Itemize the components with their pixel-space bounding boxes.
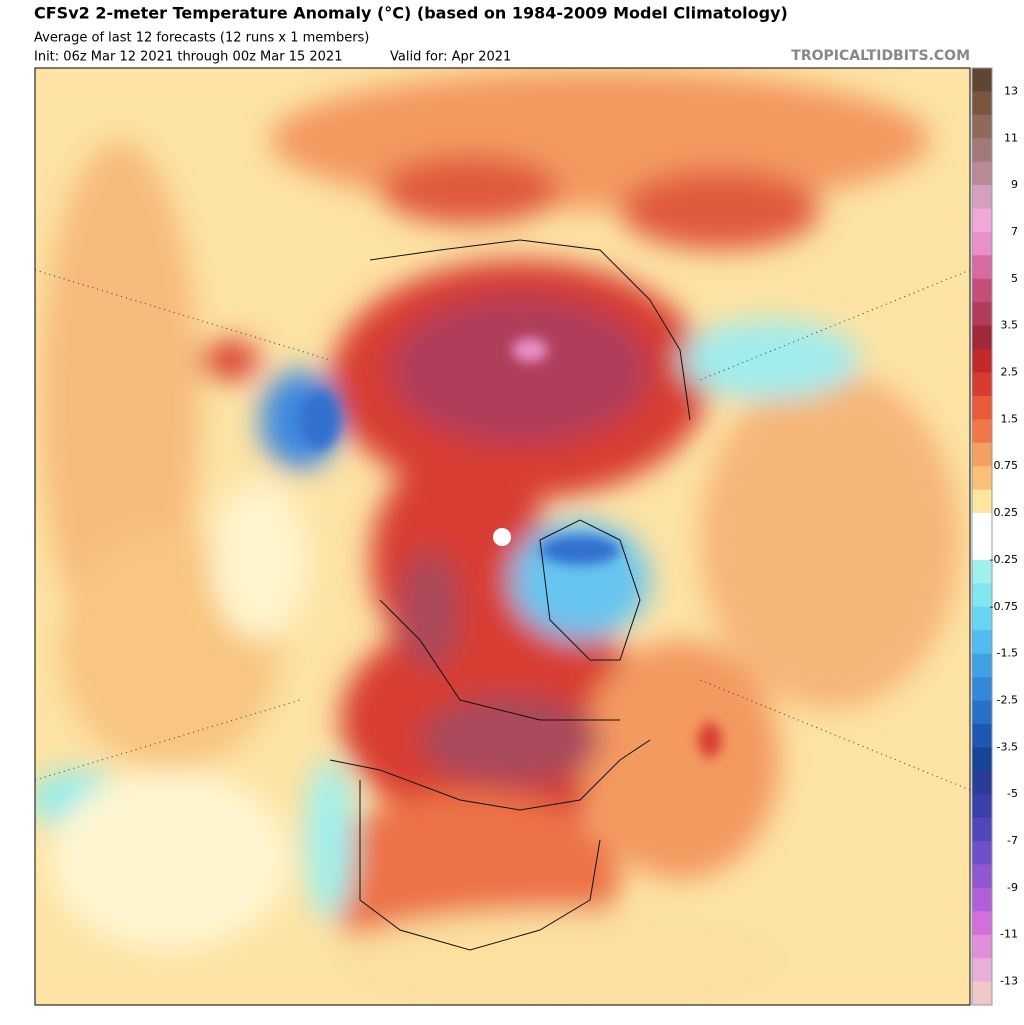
colorbar-swatch (972, 536, 992, 561)
colorbar-swatch (972, 442, 992, 467)
colorbar-label: -9 (1007, 881, 1018, 894)
colorbar-label: 3.5 (1001, 319, 1019, 332)
colorbar-swatch (972, 559, 992, 584)
colorbar-swatch (972, 606, 992, 631)
colorbar-swatch (972, 677, 992, 701)
anomaly-fields (35, 70, 960, 1005)
colorbar-swatch (972, 114, 992, 139)
colorbar-swatch (972, 372, 992, 397)
colorbar-swatch (972, 91, 992, 116)
colorbar-swatch (972, 395, 992, 420)
colorbar-label: 7 (1011, 225, 1018, 238)
coastlines (329, 239, 691, 951)
colorbar-swatch (972, 419, 992, 444)
colorbar-swatch (972, 794, 992, 819)
colorbar-label: 5 (1011, 272, 1018, 285)
colorbar-swatch (972, 278, 992, 303)
colorbar-swatch (972, 583, 992, 608)
colorbar-label: -3.5 (997, 740, 1018, 753)
colorbar-swatch (972, 489, 992, 514)
colorbar-label: -5 (1007, 787, 1018, 800)
colorbar: 13 11 9 7 5 3.5 2.5 1.5 0.75 0.25 -0.25 -0.75 -1.5 -2… (971, 67, 1019, 1006)
colorbar-label: 2.5 (1001, 366, 1019, 379)
colorbar-label: -0.75 (990, 600, 1018, 613)
colorbar-label: -13 (1000, 975, 1018, 988)
colorbar-swatch (972, 723, 992, 748)
colorbar-swatch (972, 770, 992, 795)
colorbar-swatch (972, 161, 992, 186)
colorbar-swatch (972, 302, 992, 327)
colorbar-label: 0.75 (994, 459, 1019, 472)
colorbar-swatch (972, 630, 992, 655)
valid-time: Valid for: Apr 2021 (390, 50, 511, 65)
colorbar-swatch (972, 958, 992, 983)
title: CFSv2 2-meter Temperature Anomaly (°C) (… (34, 4, 788, 23)
colorbar-label: 9 (1011, 178, 1018, 191)
anomaly-map (35, 68, 970, 1005)
colorbar-swatch (972, 231, 992, 256)
colorbar-swatch (972, 887, 992, 912)
colorbar-swatch (972, 68, 992, 92)
colorbar-swatch (972, 934, 992, 959)
colorbar-swatch (972, 513, 992, 537)
colorbar-swatch (972, 208, 992, 233)
colorbar-swatch (972, 981, 992, 1006)
credit: TROPICALTIDBITS.COM (791, 48, 970, 64)
anomaly-cores (300, 338, 722, 758)
colorbar-swatch (972, 864, 992, 889)
graticule (35, 269, 970, 791)
colorbar-label: -1.5 (997, 647, 1018, 660)
colorbar-swatch (972, 255, 992, 280)
colorbar-label: 11 (1004, 131, 1018, 144)
colorbar-label: 1.5 (1001, 412, 1019, 425)
colorbar-label: -7 (1007, 834, 1018, 847)
colorbar-frame (971, 67, 993, 1006)
colorbar-swatch (972, 138, 992, 163)
colorbar-label: 13 (1004, 84, 1018, 97)
colorbar-swatch (972, 325, 992, 350)
colorbar-swatch (972, 466, 992, 491)
colorbar-swatch (972, 653, 992, 678)
colorbar-label: -0.25 (990, 553, 1018, 566)
colorbar-swatch (972, 841, 992, 865)
map-frame (34, 67, 971, 1006)
colorbar-label: 0.25 (994, 506, 1019, 519)
colorbar-swatch (972, 817, 992, 842)
colorbar-label: -2.5 (997, 693, 1018, 706)
subtitle: Average of last 12 forecasts (12 runs x … (34, 31, 369, 46)
init-time: Init: 06z Mar 12 2021 through 00z Mar 15… (34, 50, 342, 65)
colorbar-swatch (972, 349, 992, 374)
pole-marker (493, 528, 511, 546)
colorbar-label: -11 (1000, 928, 1018, 941)
colorbar-swatch (972, 185, 992, 210)
colorbar-swatch (972, 911, 992, 936)
colorbar-swatch (972, 747, 992, 772)
colorbar-swatch (972, 700, 992, 725)
